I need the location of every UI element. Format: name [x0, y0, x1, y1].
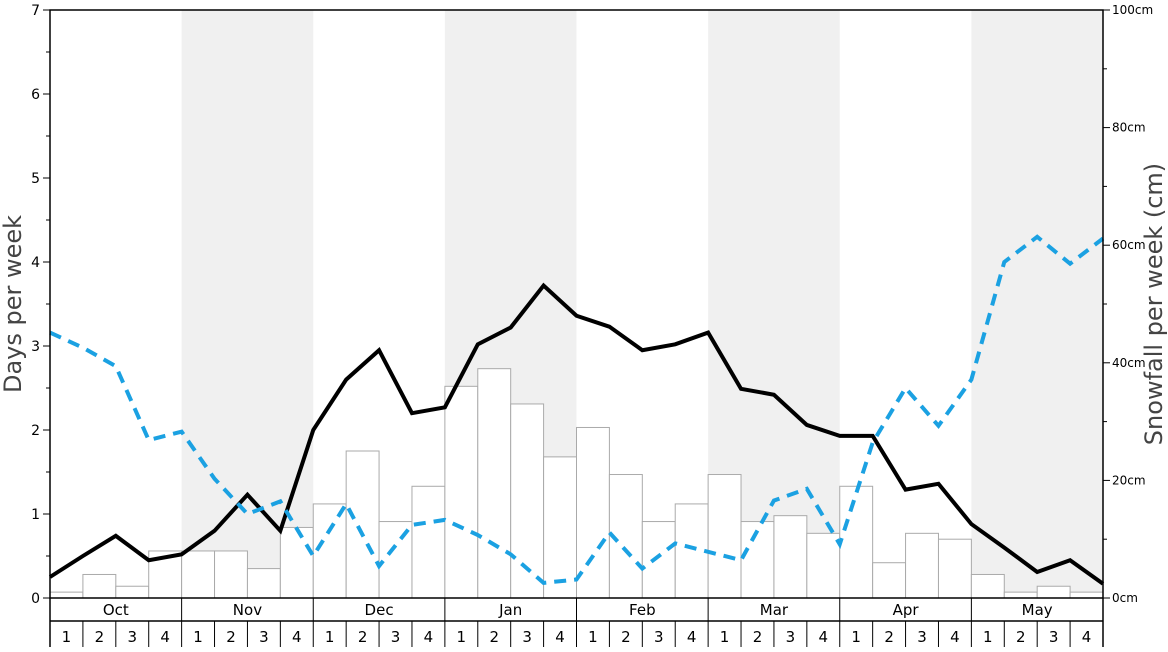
y-left-tick-label: 6 [31, 87, 40, 103]
snowfall-bar [49, 591, 84, 599]
snowfall-bar [674, 503, 709, 599]
snowfall-bar [707, 474, 742, 599]
week-label: 3 [1049, 628, 1059, 646]
month-label-apr: Apr [893, 601, 920, 619]
week-label: 1 [851, 628, 861, 646]
y-axis-right-label: Snowfall per week (cm) [1140, 163, 1168, 445]
week-label: 1 [983, 628, 993, 646]
y-left-tick-label: 3 [31, 339, 40, 355]
snowfall-bar [1003, 591, 1038, 599]
week-label: 1 [193, 628, 203, 646]
week-label: 4 [160, 628, 170, 646]
week-label: 2 [884, 628, 894, 646]
y-left-tick-label: 4 [31, 255, 40, 271]
y-left-tick-label: 0 [31, 591, 40, 607]
week-label: 2 [489, 628, 499, 646]
y-left-tick-label: 5 [31, 171, 40, 187]
days-line-dashed [49, 234, 1105, 585]
week-label: 1 [62, 628, 72, 646]
week-label: 2 [753, 628, 763, 646]
month-label-jan: Jan [498, 601, 522, 619]
snowfall-bar [839, 485, 874, 599]
week-label: 3 [654, 628, 664, 646]
y-right-tick-label: 100cm [1112, 3, 1153, 17]
week-label: 4 [292, 628, 302, 646]
y-right-tick-label: 20cm [1112, 473, 1146, 487]
y-right-tick-label: 80cm [1112, 121, 1146, 135]
snowfall-bar [279, 526, 314, 599]
week-label: 1 [457, 628, 467, 646]
week-label: 4 [687, 628, 697, 646]
month-label-dec: Dec [365, 601, 394, 619]
snowfall-bar [477, 368, 512, 599]
month-label-oct: Oct [103, 601, 129, 619]
week-label: 2 [1016, 628, 1026, 646]
week-label: 2 [226, 628, 236, 646]
week-label: 2 [358, 628, 368, 646]
week-label: 3 [786, 628, 796, 646]
snowfall-bar [937, 538, 972, 599]
month-label-nov: Nov [233, 601, 262, 619]
week-label: 4 [555, 628, 565, 646]
snowfall-bar [872, 562, 907, 599]
snowfall-bar [641, 521, 676, 599]
snowfall-bar [115, 585, 150, 599]
snowfall-bar [543, 456, 577, 599]
week-label: 4 [819, 628, 829, 646]
month-label-mar: Mar [760, 601, 789, 619]
snowfall-bar [181, 550, 216, 599]
snowfall-bar [444, 385, 479, 599]
week-label: 3 [127, 628, 137, 646]
y-left-tick-label: 2 [31, 423, 40, 439]
snowfall-bar [1069, 591, 1104, 599]
week-label: 3 [259, 628, 269, 646]
days-line-solid [48, 282, 1105, 586]
snowfall-bar [970, 573, 1005, 599]
y-right-tick-label: 0cm [1112, 591, 1138, 605]
month-label-may: May [1022, 601, 1053, 619]
snowfall-bar [82, 573, 117, 599]
snowfall-bar [411, 485, 446, 599]
week-label: 1 [588, 628, 598, 646]
week-label: 3 [391, 628, 401, 646]
month-label-feb: Feb [629, 601, 656, 619]
snowfall-bar [345, 450, 380, 599]
week-label: 2 [621, 628, 631, 646]
snowfall-bar [905, 532, 939, 599]
week-label: 2 [95, 628, 105, 646]
y-left-tick-label: 7 [31, 3, 40, 19]
week-label: 1 [325, 628, 335, 646]
week-label: 4 [950, 628, 960, 646]
week-label: 4 [1082, 628, 1092, 646]
snowfall-bar [806, 532, 841, 599]
month-band-nov [181, 10, 314, 598]
y-left-tick-label: 1 [31, 507, 40, 523]
snowfall-bar [773, 515, 808, 599]
snowfall-bar [1036, 585, 1071, 599]
y-right-tick-label: 60cm [1112, 238, 1146, 252]
week-label: 1 [720, 628, 730, 646]
y-axis-left-label: Days per week [0, 215, 27, 393]
snowfall-bar [246, 568, 281, 599]
week-label: 3 [917, 628, 927, 646]
y-right-tick-label: 40cm [1112, 356, 1146, 370]
snowfall-bar [214, 550, 248, 599]
week-label: 3 [522, 628, 532, 646]
week-label: 4 [424, 628, 434, 646]
